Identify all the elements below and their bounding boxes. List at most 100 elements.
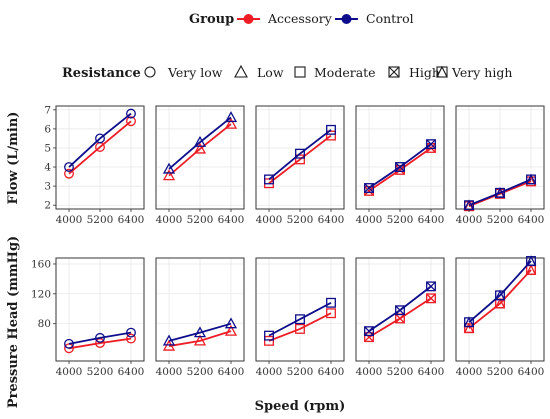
x-tick-label: 6400 bbox=[118, 214, 145, 226]
point-accessory bbox=[224, 324, 238, 336]
x-tick-label: 5200 bbox=[187, 214, 214, 226]
x-tick-label: 5200 bbox=[287, 366, 314, 378]
series-line-control bbox=[468, 260, 532, 323]
point-control bbox=[426, 281, 436, 292]
panel-grid: 2 3 4 5 6 7 4000 5200 6400 4000 5200 6400 4000 5200 64… bbox=[31, 104, 545, 378]
point-accessory bbox=[64, 168, 74, 179]
resistance-legend-title: Resistance bbox=[62, 66, 141, 81]
panel-pressure-moderate: 4000 5200 6400 bbox=[255, 257, 345, 378]
point-accessory bbox=[193, 142, 207, 154]
point-accessory bbox=[426, 293, 436, 304]
point-accessory bbox=[126, 333, 136, 344]
legend-label-very-high: Very high bbox=[451, 65, 512, 80]
y-tick-label-row1: 3 bbox=[44, 181, 51, 193]
series-line-control bbox=[468, 178, 532, 207]
y-tick-label-row1: 2 bbox=[44, 200, 51, 212]
point-control bbox=[162, 162, 176, 174]
x-tick-label: 4000 bbox=[456, 214, 483, 226]
panel-pressure-very-high: 4000 5200 6400 bbox=[455, 255, 545, 378]
point-control bbox=[295, 314, 305, 325]
x-tick-label: 6400 bbox=[518, 366, 545, 378]
point-control bbox=[64, 338, 74, 349]
point-control bbox=[193, 135, 207, 147]
x-tick-label: 5200 bbox=[287, 214, 314, 226]
series-line-control bbox=[68, 331, 132, 345]
group-legend-title: Group bbox=[189, 12, 234, 27]
x-tick-label: 6400 bbox=[418, 214, 445, 226]
point-control bbox=[463, 316, 475, 328]
series-line-accessory bbox=[68, 337, 132, 350]
panel-flow-low: 4000 5200 6400 bbox=[155, 105, 245, 226]
legend-label-high: High bbox=[409, 65, 440, 80]
point-control bbox=[95, 332, 105, 343]
x-tick-label: 4000 bbox=[256, 366, 283, 378]
panel-pressure-very-low: 4000 5200 6400 bbox=[55, 257, 145, 378]
legend-key-low bbox=[234, 64, 248, 78]
x-tick-label: 4000 bbox=[56, 214, 83, 226]
point-control bbox=[525, 173, 537, 185]
point-accessory bbox=[295, 323, 305, 334]
panel-flow-very-high: 4000 5200 6400 bbox=[455, 105, 545, 226]
series-line-accessory bbox=[468, 269, 532, 329]
x-tick-label: 5200 bbox=[387, 366, 414, 378]
x-tick-label: 5200 bbox=[487, 366, 514, 378]
x-tick-label: 4000 bbox=[256, 214, 283, 226]
point-control bbox=[364, 326, 374, 337]
x-tick-label: 4000 bbox=[456, 366, 483, 378]
x-tick-label: 6400 bbox=[118, 366, 145, 378]
x-tick-label: 6400 bbox=[518, 214, 545, 226]
resistance-legend: Resistance Very low Low Moderate High Ve… bbox=[62, 64, 512, 81]
legend-key-control bbox=[335, 14, 358, 24]
point-control bbox=[426, 139, 436, 150]
y-tick-label-row2: 120 bbox=[31, 288, 51, 300]
legend-key-very-high bbox=[436, 65, 448, 78]
point-control bbox=[364, 183, 374, 193]
point-accessory bbox=[64, 343, 74, 354]
x-tick-label: 5200 bbox=[87, 366, 114, 378]
y-tick-label-row1: 6 bbox=[44, 123, 51, 135]
x-tick-label: 6400 bbox=[418, 366, 445, 378]
point-accessory bbox=[126, 116, 136, 127]
point-accessory bbox=[326, 308, 336, 319]
legend-key-moderate bbox=[294, 66, 306, 78]
point-accessory bbox=[463, 322, 475, 334]
point-accessory bbox=[162, 339, 176, 351]
x-tick-label: 5200 bbox=[187, 366, 214, 378]
point-control bbox=[326, 297, 336, 308]
x-tick-label: 5200 bbox=[487, 214, 514, 226]
point-control bbox=[64, 162, 74, 172]
legend-label-low: Low bbox=[257, 65, 284, 80]
x-axis-title: Speed (rpm) bbox=[255, 399, 346, 414]
point-control bbox=[264, 330, 274, 341]
point-accessory bbox=[326, 130, 336, 141]
point-control bbox=[494, 289, 506, 301]
series-line-control bbox=[268, 129, 332, 181]
x-tick-label: 5200 bbox=[87, 214, 114, 226]
x-tick-label: 6400 bbox=[318, 214, 345, 226]
point-accessory bbox=[162, 169, 176, 181]
x-tick-label: 4000 bbox=[356, 214, 383, 226]
x-tick-label: 4000 bbox=[356, 366, 383, 378]
x-tick-label: 5200 bbox=[387, 214, 414, 226]
x-tick-label: 4000 bbox=[156, 214, 183, 226]
panel-pressure-low: 4000 5200 6400 bbox=[155, 257, 245, 378]
series-line-control bbox=[168, 116, 232, 170]
series-line-control bbox=[168, 322, 232, 342]
legend-key-accessory bbox=[237, 14, 260, 24]
panel-flow-very-low: 4000 5200 6400 bbox=[55, 105, 145, 226]
y-tick-label-row1: 5 bbox=[44, 142, 51, 154]
group-legend: Group Accessory Control bbox=[189, 11, 414, 27]
legend-label-control: Control bbox=[366, 11, 414, 26]
x-tick-label: 6400 bbox=[318, 366, 345, 378]
point-control bbox=[395, 305, 405, 316]
series-line-accessory bbox=[168, 123, 232, 177]
y-tick-label-row1: 7 bbox=[44, 104, 51, 116]
point-control bbox=[326, 124, 336, 135]
point-control bbox=[126, 327, 136, 338]
y-tick-label-row1: 4 bbox=[44, 162, 51, 174]
panel-flow-moderate: 4000 5200 6400 bbox=[255, 105, 345, 226]
point-accessory bbox=[264, 335, 274, 346]
y-axis-title-pressure: Pressure Head (mmHg) bbox=[6, 236, 21, 408]
point-control bbox=[224, 317, 238, 329]
point-control bbox=[126, 108, 136, 119]
